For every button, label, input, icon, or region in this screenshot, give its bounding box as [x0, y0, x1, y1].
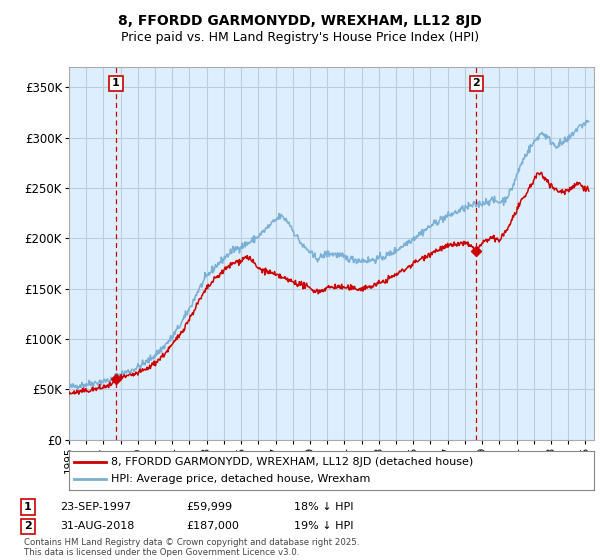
Text: 8, FFORDD GARMONYDD, WREXHAM, LL12 8JD (detached house): 8, FFORDD GARMONYDD, WREXHAM, LL12 8JD (…	[111, 457, 473, 467]
Text: 18% ↓ HPI: 18% ↓ HPI	[294, 502, 353, 512]
Text: 23-SEP-1997: 23-SEP-1997	[60, 502, 131, 512]
Text: 2: 2	[472, 78, 480, 88]
Text: 1: 1	[112, 78, 120, 88]
Text: 8, FFORDD GARMONYDD, WREXHAM, LL12 8JD: 8, FFORDD GARMONYDD, WREXHAM, LL12 8JD	[118, 14, 482, 28]
Text: 2: 2	[24, 521, 32, 531]
Text: 1: 1	[24, 502, 32, 512]
Text: £187,000: £187,000	[186, 521, 239, 531]
Text: 19% ↓ HPI: 19% ↓ HPI	[294, 521, 353, 531]
Text: £59,999: £59,999	[186, 502, 232, 512]
Text: HPI: Average price, detached house, Wrexham: HPI: Average price, detached house, Wrex…	[111, 474, 370, 484]
Text: 31-AUG-2018: 31-AUG-2018	[60, 521, 134, 531]
Text: Contains HM Land Registry data © Crown copyright and database right 2025.
This d: Contains HM Land Registry data © Crown c…	[24, 538, 359, 557]
Text: Price paid vs. HM Land Registry's House Price Index (HPI): Price paid vs. HM Land Registry's House …	[121, 31, 479, 44]
